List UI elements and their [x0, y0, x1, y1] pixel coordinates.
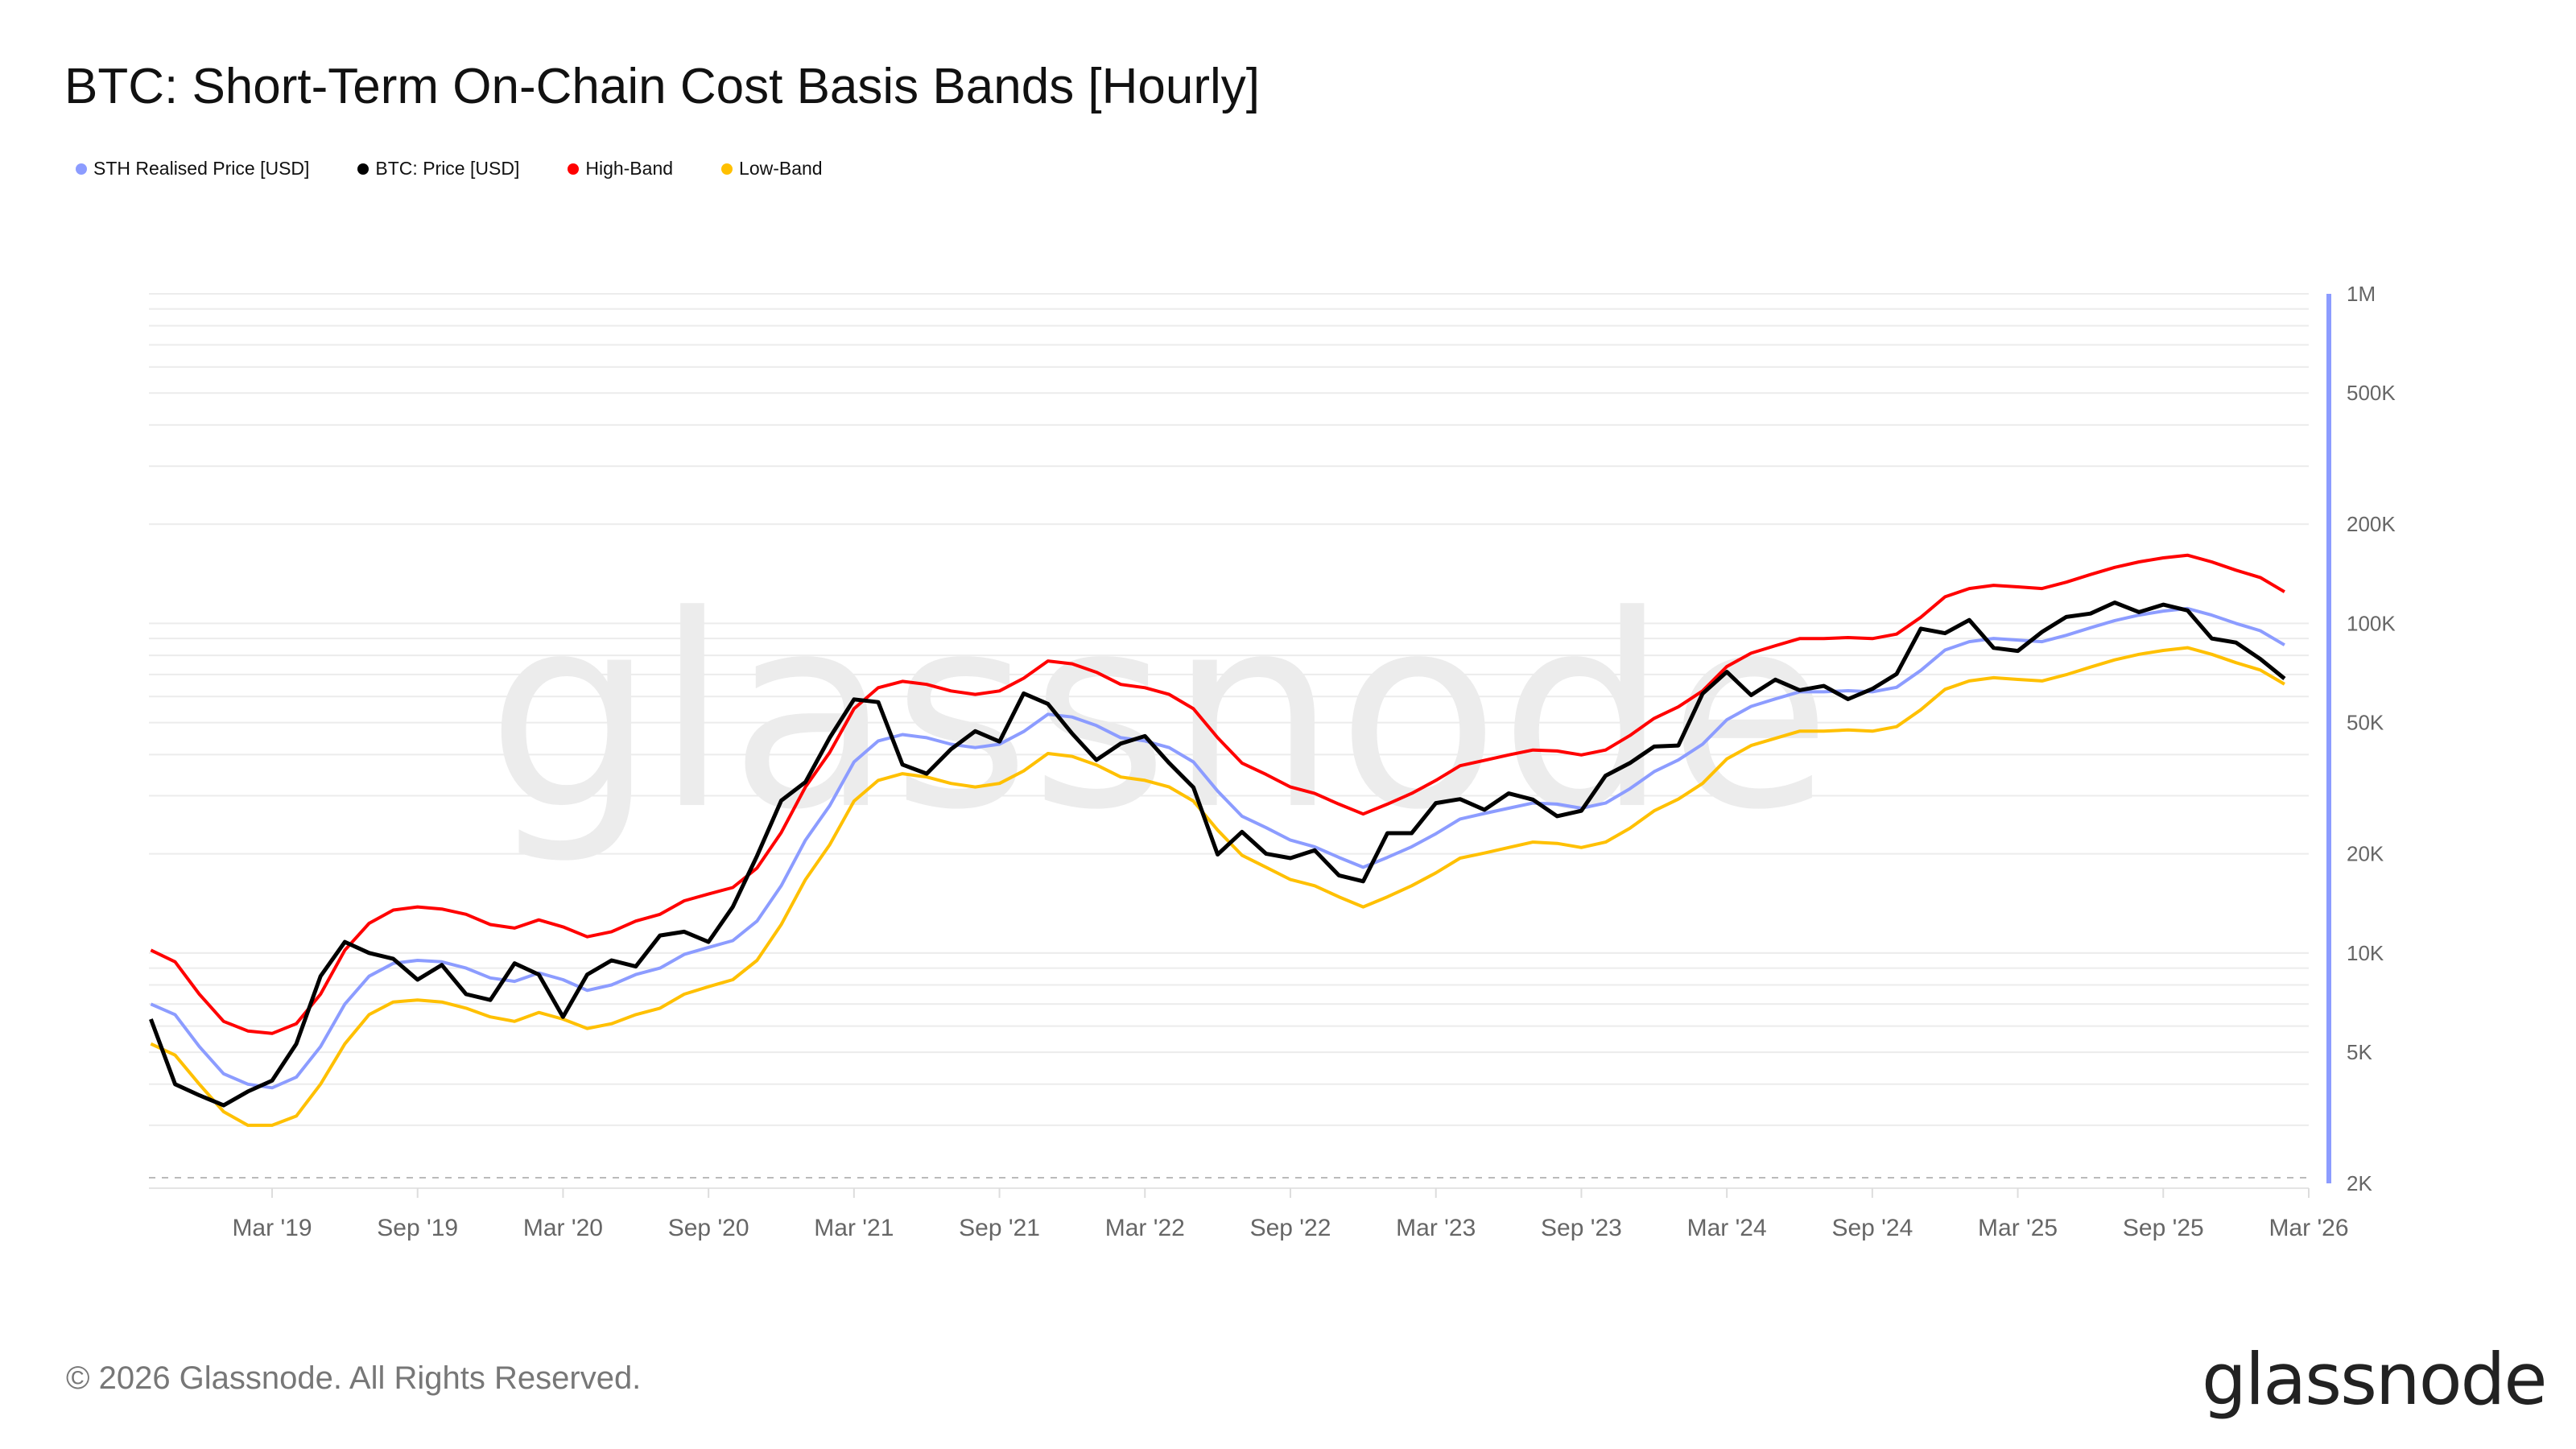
y-tick-label: 100K	[2347, 611, 2396, 635]
series-line-btc-price-usd	[149, 601, 2286, 1108]
series-line-low-band	[150, 646, 2285, 1127]
x-tick-label: Mar '22	[1105, 1215, 1185, 1241]
x-tick-label: Mar '19	[232, 1215, 312, 1241]
chart-title: BTC: Short-Term On-Chain Cost Basis Band…	[64, 59, 1261, 114]
y-tick-label: 200K	[2347, 512, 2396, 536]
x-tick-label: Sep '20	[668, 1215, 749, 1241]
y-tick-label: 2K	[2347, 1171, 2372, 1195]
legend-label: Low-Band	[739, 158, 823, 179]
legend-item-low-band[interactable]: Low-Band	[721, 158, 823, 180]
x-tick-label: Mar '21	[814, 1215, 894, 1241]
series-line-high-band	[150, 553, 2285, 1035]
x-tick-label: Sep '23	[1541, 1215, 1622, 1241]
x-tick-label: Mar '20	[523, 1215, 603, 1241]
y-tick-label: 50K	[2347, 711, 2384, 735]
legend-label: BTC: Price [USD]	[375, 158, 520, 179]
legend-dot-icon	[568, 163, 580, 175]
legend-dot-icon	[76, 163, 87, 175]
y-tick-label: 1M	[2347, 282, 2376, 306]
x-tick-label: Mar '24	[1687, 1215, 1767, 1241]
legend-label: STH Realised Price [USD]	[93, 158, 310, 179]
legend-item-high-band[interactable]: High-Band	[568, 158, 673, 180]
x-tick-label: Sep '22	[1250, 1215, 1331, 1241]
copyright-footer: © 2026 Glassnode. All Rights Reserved.	[66, 1360, 642, 1396]
watermark: glassnode	[487, 559, 1832, 868]
legend-dot-icon	[721, 163, 733, 175]
legend-dot-icon	[357, 163, 369, 175]
x-tick-label: Sep '19	[377, 1215, 458, 1241]
legend: STH Realised Price [USD] BTC: Price [USD…	[76, 158, 823, 180]
legend-item-sth-realised-price[interactable]: STH Realised Price [USD]	[76, 158, 309, 180]
x-tick-label: Mar '23	[1396, 1215, 1476, 1241]
x-tick-label: Mar '25	[1978, 1215, 2058, 1241]
x-tick-label: Mar '26	[2268, 1215, 2348, 1241]
y-tick-label: 500K	[2347, 381, 2396, 405]
x-tick-label: Sep '21	[959, 1215, 1040, 1241]
y-tick-label: 5K	[2347, 1040, 2372, 1064]
x-tick-label: Sep '24	[1831, 1215, 1913, 1241]
x-tick-label: Sep '25	[2123, 1215, 2204, 1241]
legend-item-btc-price[interactable]: BTC: Price [USD]	[357, 158, 519, 180]
legend-label: High-Band	[585, 158, 674, 179]
glassnode-logo: glassnode	[2202, 1338, 2548, 1421]
series-line-sth-realised-price-usd	[150, 606, 2285, 1090]
y-tick-label: 20K	[2347, 842, 2384, 866]
y-tick-label: 10K	[2347, 941, 2384, 965]
